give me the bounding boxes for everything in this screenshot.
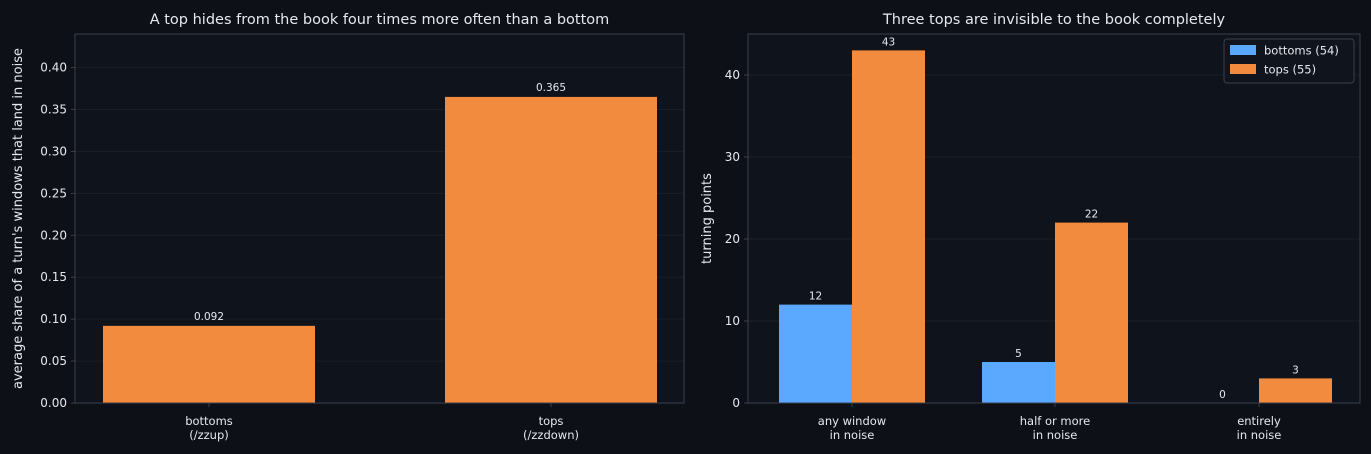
left-x-ticks: bottoms (/zzup) tops (/zzdown) [185,403,579,442]
x-tick-label-line2: (/zzup) [189,428,229,442]
x-tick-label: bottoms (/zzup) [185,414,233,442]
legend-swatch [1230,45,1256,55]
x-tick-label-line1: bottoms [185,414,233,428]
bar [982,362,1055,403]
left-y-axis-label: average share of a turn's windows that l… [11,48,26,389]
right-y-ticks: 0 10 20 30 40 [725,68,748,410]
x-tick-label-line1: half or more [1020,414,1090,428]
y-tick-label: 0.30 [40,144,67,158]
bar-value-label: 5 [1015,348,1022,360]
left-chart-title: A top hides from the book four times mor… [150,12,610,28]
y-tick-label: 0.40 [40,61,67,75]
y-tick-label: 30 [725,150,740,164]
y-tick-label: 0.10 [40,312,67,326]
right-axes-frame [747,33,1361,404]
x-tick-label-line1: any window [818,414,886,428]
right-legend: bottoms (54) tops (55) [1223,38,1355,84]
legend-entry: tops (55) [1264,63,1316,77]
y-tick-label: 0.20 [40,228,67,242]
bar [852,50,925,404]
y-tick-label: 0 [732,396,740,410]
bar-value-label: 0.365 [536,82,566,94]
x-tick-label-line1: entirely [1237,414,1281,428]
bar [1259,378,1332,403]
y-tick-label: 0.15 [40,270,67,284]
y-tick-label: 40 [725,68,740,82]
legend-entry: bottoms (54) [1264,44,1339,58]
left-axes-frame [74,33,685,404]
x-tick-label: entirely in noise [1237,414,1282,442]
bar [103,325,315,403]
left-y-ticks: 0.00 0.05 0.10 0.15 0.20 0.25 0.30 0.35 0.40 [40,61,75,410]
x-tick-label-line2: in noise [1033,428,1078,442]
x-tick-label-line2: (/zzdown) [523,428,579,442]
bar-value-label: 43 [882,36,895,48]
y-tick-label: 20 [725,232,740,246]
bar [445,96,657,403]
legend-box [1223,38,1355,84]
y-tick-label: 0.35 [40,102,67,116]
bar [779,304,852,403]
bar-value-label: 0 [1219,389,1226,401]
x-tick-label-line1: tops [539,414,564,428]
legend-swatch [1230,64,1256,74]
x-tick-label-line2: in noise [830,428,875,442]
x-tick-label: any window in noise [818,414,886,442]
bar [1055,222,1128,403]
bar-value-label: 3 [1292,364,1299,376]
y-tick-label: 10 [725,314,740,328]
y-tick-label: 0.00 [40,396,67,410]
bar-value-label: 0.092 [194,311,224,323]
y-tick-label: 0.05 [40,354,67,368]
bar-value-label: 12 [809,291,822,303]
bar-value-label: 22 [1085,209,1098,221]
x-tick-label-line2: in noise [1237,428,1282,442]
left-bars: 0.092 0.365 [103,82,657,403]
right-bars: 12 5 0 43 22 3 [779,36,1332,404]
y-tick-label: 0.25 [40,186,67,200]
x-tick-label: tops (/zzdown) [523,414,579,442]
x-tick-label: half or more in noise [1020,414,1090,442]
right-chart-title: Three tops are invisible to the book com… [882,12,1226,28]
right-y-axis-label: turning points [700,173,715,264]
